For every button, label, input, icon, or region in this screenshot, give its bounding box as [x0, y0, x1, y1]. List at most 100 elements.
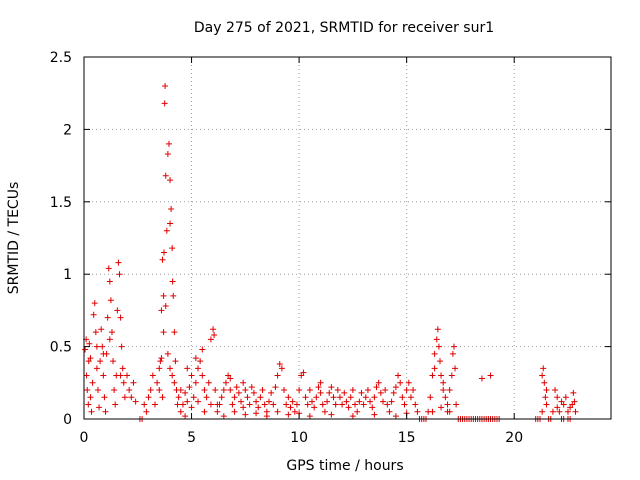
data-point [431, 365, 438, 372]
data-point [433, 336, 440, 343]
data-point [354, 408, 361, 415]
data-point [126, 387, 133, 394]
data-point [328, 411, 335, 418]
data-point [227, 375, 234, 382]
data-point [244, 394, 251, 401]
data-point [552, 387, 559, 394]
data-point [253, 398, 260, 405]
data-point [167, 365, 174, 372]
data-point [390, 389, 397, 396]
data-point [549, 408, 556, 415]
data-point [117, 372, 124, 379]
data-point [197, 358, 204, 365]
data-point [328, 384, 335, 391]
data-point [238, 398, 245, 405]
data-point [190, 394, 197, 401]
data-point [367, 398, 374, 405]
data-point [87, 394, 94, 401]
data-point [164, 151, 171, 158]
data-point [143, 408, 150, 415]
data-point [452, 365, 459, 372]
data-point [158, 355, 165, 362]
data-point [107, 297, 114, 304]
data-point [395, 372, 402, 379]
data-point [564, 408, 571, 415]
data-point [446, 408, 453, 415]
data-point [175, 394, 182, 401]
x-tick-label: 5 [187, 430, 196, 446]
data-point [382, 387, 389, 394]
data-point [276, 360, 283, 367]
data-point [278, 365, 285, 372]
tick-layer: 0 5 10 15 20 0 0.5 1 1.5 2 2.5 [50, 50, 611, 446]
data-point [268, 389, 275, 396]
data-point [124, 372, 131, 379]
data-point [281, 387, 288, 394]
data-point [449, 350, 456, 357]
data-point [145, 394, 152, 401]
data-point [362, 394, 369, 401]
data-point [212, 387, 219, 394]
data-point [306, 413, 313, 420]
data-point [319, 401, 326, 408]
data-point [89, 379, 96, 386]
data-point [199, 346, 206, 353]
data-point [154, 379, 161, 386]
points-layer [82, 82, 579, 422]
data-point [272, 384, 279, 391]
data-point [306, 387, 313, 394]
data-point [315, 384, 322, 391]
data-point [339, 401, 346, 408]
data-point [169, 245, 176, 252]
data-point [210, 326, 217, 333]
data-point [211, 332, 218, 339]
data-point [85, 401, 92, 408]
data-point [300, 369, 307, 376]
data-point [235, 389, 242, 396]
data-point [309, 398, 316, 405]
data-point [427, 394, 434, 401]
data-point [543, 387, 550, 394]
data-point [570, 389, 577, 396]
data-point [540, 365, 547, 372]
data-point [562, 394, 569, 401]
data-point [161, 100, 168, 107]
data-point [233, 384, 240, 391]
data-point [96, 404, 103, 411]
y-axis-label: SRMTID / TECUs [6, 182, 22, 295]
data-point [407, 394, 414, 401]
data-point [101, 394, 108, 401]
data-point [543, 401, 550, 408]
data-point [352, 401, 359, 408]
data-point [397, 379, 404, 386]
data-point [156, 387, 163, 394]
data-point [151, 401, 158, 408]
data-point [412, 401, 419, 408]
data-point [435, 343, 442, 350]
data-point [287, 404, 294, 411]
data-point [392, 384, 399, 391]
data-point [345, 404, 352, 411]
data-point [558, 398, 565, 405]
data-point [214, 408, 221, 415]
data-point [121, 394, 128, 401]
data-point [317, 379, 324, 386]
data-point [119, 365, 126, 372]
data-point [541, 379, 548, 386]
data-point [438, 404, 445, 411]
data-point [444, 401, 451, 408]
data-point [82, 346, 89, 353]
data-point [114, 307, 121, 314]
data-point [169, 372, 176, 379]
data-point [332, 401, 339, 408]
data-point [248, 384, 255, 391]
data-point [100, 350, 107, 357]
data-point [90, 311, 97, 318]
data-point [159, 256, 166, 263]
data-point [97, 358, 104, 365]
data-point [162, 172, 169, 179]
data-point [572, 408, 579, 415]
y-tick-label: 0.5 [50, 340, 72, 356]
data-point [399, 394, 406, 401]
data-point [487, 372, 494, 379]
